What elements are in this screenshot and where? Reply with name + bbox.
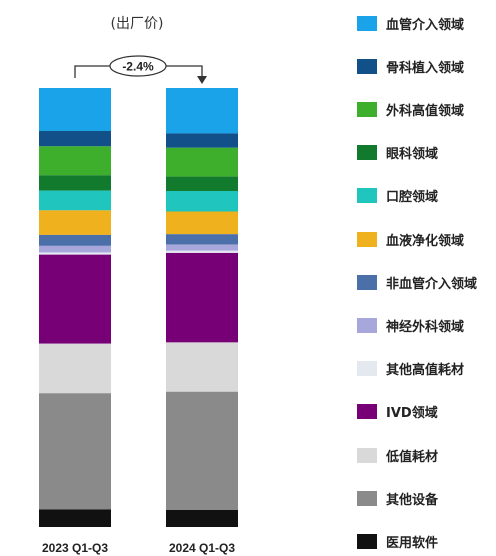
legend-label: 非血管介入领域: [386, 276, 478, 292]
growth-connector: -2.4%: [74, 55, 207, 84]
bar-segment-13-2023-q1-q3: [39, 509, 111, 527]
bar-segment-7-2023-q1-q3: [39, 234, 111, 246]
legend-item-6: 血液净化领域: [357, 229, 464, 249]
legend-item-5: 口腔领域: [357, 186, 438, 206]
bar-segment-11-2024-q1-q3: [166, 342, 238, 392]
bar-segment-12-2024-q1-q3: [166, 391, 238, 510]
legend-swatch: [357, 447, 377, 463]
x-tick-label-2023-q1-q3: 2023 Q1-Q3: [42, 541, 108, 555]
legend-item-10: IVD领域: [357, 402, 438, 422]
bar-segment-10-2023-q1-q3: [39, 254, 111, 344]
bar-segment-3-2023-q1-q3: [39, 146, 111, 176]
bar-segment-11-2023-q1-q3: [39, 343, 111, 394]
legend-swatch: [357, 145, 377, 161]
bars-group: [39, 88, 238, 527]
legend-item-7: 非血管介入领域: [357, 272, 477, 292]
bar-segment-9-2024-q1-q3: [166, 250, 238, 253]
bar-segment-1-2024-q1-q3: [166, 88, 238, 134]
legend-item-12: 其他设备: [357, 488, 438, 508]
bar-segment-6-2023-q1-q3: [39, 210, 111, 235]
chart-title: (出厂价): [111, 16, 164, 32]
legend-label: 眼科领域: [386, 147, 439, 163]
bar-2023-q1-q3: [39, 88, 111, 527]
legend-swatch: [357, 361, 377, 377]
legend-label: 其他设备: [386, 492, 439, 508]
legend-label: 其他高值耗材: [386, 363, 465, 379]
bar-segment-9-2023-q1-q3: [39, 252, 111, 255]
legend-label: 口腔领域: [386, 190, 439, 206]
bar-segment-8-2023-q1-q3: [39, 245, 111, 253]
legend-item-2: 骨科植入领域: [357, 56, 464, 76]
legend-swatch: [357, 317, 377, 333]
bar-segment-1-2023-q1-q3: [39, 88, 111, 131]
connector-arrowhead: [197, 76, 207, 84]
legend-swatch: [357, 231, 377, 247]
legend-label: 低值耗材: [386, 449, 439, 465]
x-tick-label-2024-q1-q3: 2024 Q1-Q3: [169, 541, 235, 555]
legend-label: IVD领域: [386, 406, 438, 422]
bar-segment-5-2023-q1-q3: [39, 190, 111, 211]
legend-label: 医用软件: [386, 535, 439, 551]
legend-label: 血液净化领域: [386, 233, 465, 249]
legend-label: 骨科植入领域: [386, 60, 465, 76]
bar-segment-2-2023-q1-q3: [39, 130, 111, 147]
legend-item-11: 低值耗材: [357, 445, 438, 465]
legend-label: 神经外科领域: [386, 319, 465, 335]
legend-swatch: [357, 58, 377, 74]
legend-swatch: [357, 188, 377, 204]
legend-item-8: 神经外科领域: [357, 315, 464, 335]
bar-segment-7-2024-q1-q3: [166, 234, 238, 245]
legend-item-13: 医用软件: [357, 531, 438, 551]
bar-segment-10-2024-q1-q3: [166, 252, 238, 343]
legend-swatch: [357, 404, 377, 420]
legend-item-9: 其他高值耗材: [357, 359, 464, 379]
bar-segment-4-2024-q1-q3: [166, 176, 238, 191]
x-axis-labels: 2023 Q1-Q3 2024 Q1-Q3: [42, 541, 235, 555]
legend-swatch: [357, 274, 377, 290]
growth-badge-label: -2.4%: [122, 60, 154, 74]
legend-item-3: 外科高值领域: [357, 99, 464, 119]
bar-segment-12-2023-q1-q3: [39, 393, 111, 510]
bar-2024-q1-q3: [166, 88, 238, 527]
growth-badge: [109, 55, 167, 77]
bar-segment-5-2024-q1-q3: [166, 190, 238, 212]
legend-item-1: 血管介入领域: [357, 13, 464, 33]
legend-label: 血管介入领域: [386, 17, 465, 33]
bar-segment-13-2024-q1-q3: [166, 509, 238, 527]
bar-segment-4-2023-q1-q3: [39, 175, 111, 191]
legend-swatch: [357, 15, 377, 31]
legend-label: 外科高值领域: [386, 103, 465, 119]
bar-segment-6-2024-q1-q3: [166, 211, 238, 235]
bar-segment-3-2024-q1-q3: [166, 147, 238, 177]
bar-segment-8-2024-q1-q3: [166, 244, 238, 251]
legend-item-4: 眼科领域: [357, 143, 438, 163]
legend-swatch: [357, 490, 377, 506]
legend-swatch: [357, 101, 377, 117]
bar-segment-2-2024-q1-q3: [166, 133, 238, 148]
legend-swatch: [357, 533, 377, 549]
